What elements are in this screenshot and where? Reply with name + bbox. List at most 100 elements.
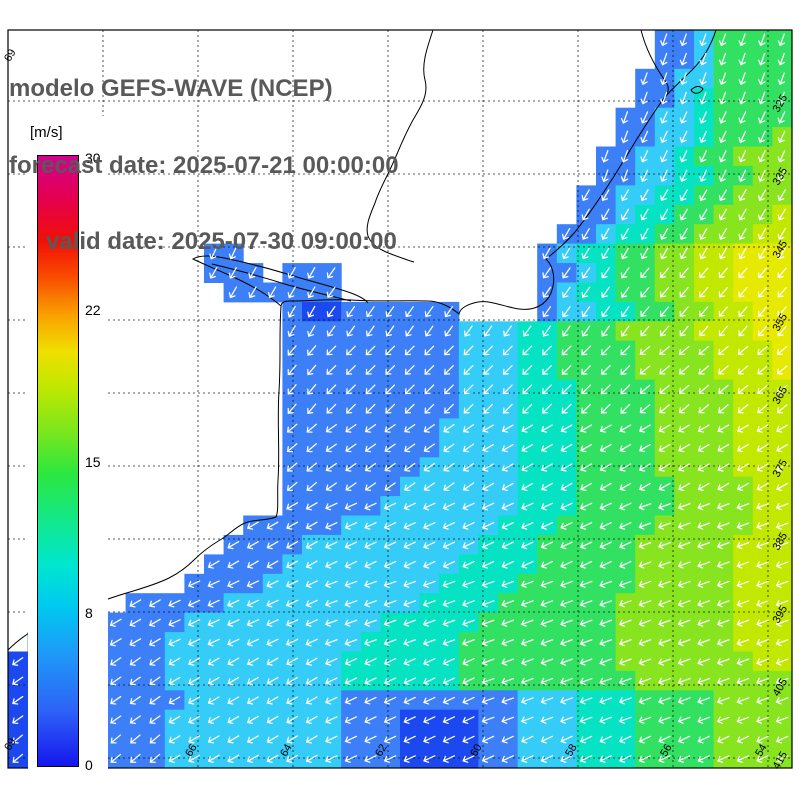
wave-direction-arrow <box>385 384 396 395</box>
wave-direction-arrow <box>344 580 358 588</box>
wave-direction-arrow <box>599 600 613 608</box>
wave-direction-arrow <box>109 618 122 627</box>
wave-direction-arrow <box>149 734 161 744</box>
wave-direction-arrow <box>699 286 709 298</box>
wave-direction-arrow <box>599 658 613 666</box>
wave-direction-arrow <box>266 580 279 589</box>
wave-direction-arrow <box>462 735 475 744</box>
wave-direction-arrow <box>520 658 534 666</box>
wave-direction-arrow <box>187 638 201 647</box>
wave-direction-arrow <box>560 755 573 763</box>
wave-direction-arrow <box>246 735 259 744</box>
wave-direction-arrow <box>462 580 475 588</box>
wave-direction-arrow <box>501 560 514 569</box>
wave-direction-arrow <box>738 267 748 279</box>
wave-direction-arrow <box>758 208 767 221</box>
wave-direction-arrow <box>717 755 730 763</box>
wave-direction-arrow <box>777 111 786 124</box>
wave-direction-arrow <box>188 657 201 666</box>
wave-direction-arrow <box>758 228 767 240</box>
wave-direction-arrow <box>364 600 377 608</box>
wave-direction-arrow <box>560 638 573 647</box>
wave-direction-arrow <box>285 599 299 608</box>
wave-direction-arrow <box>638 482 651 491</box>
wave-direction-arrow <box>699 52 707 66</box>
wave-direction-arrow <box>129 676 141 686</box>
wave-direction-arrow <box>520 716 534 724</box>
wave-direction-arrow <box>325 716 338 724</box>
wave-direction-arrow <box>502 384 513 395</box>
wave-direction-arrow <box>129 715 141 725</box>
wave-direction-arrow <box>521 424 534 433</box>
wave-direction-arrow <box>540 619 554 627</box>
wave-direction-arrow <box>307 286 316 299</box>
coastline-path <box>366 30 434 263</box>
wave-direction-arrow <box>246 715 259 724</box>
wave-direction-arrow <box>638 600 652 608</box>
wave-direction-arrow <box>618 619 632 627</box>
wave-direction-arrow <box>188 676 201 686</box>
wave-direction-arrow <box>325 502 338 511</box>
wave-direction-arrow <box>501 697 515 705</box>
wave-direction-arrow <box>581 306 591 318</box>
wave-direction-arrow <box>404 403 415 414</box>
wave-direction-arrow <box>424 365 435 375</box>
forecast-date: forecast date: 2025-07-21 00:00:00 <box>9 151 399 179</box>
wave-direction-arrow <box>286 521 299 530</box>
wave-direction-arrow <box>344 522 358 530</box>
wave-direction-arrow <box>364 424 377 433</box>
wave-direction-arrow <box>659 325 670 337</box>
wave-direction-arrow <box>188 735 201 744</box>
wave-direction-arrow <box>305 676 318 686</box>
wave-direction-arrow <box>599 619 613 627</box>
longitude-tick-label: 66 <box>183 742 200 759</box>
wave-direction-arrow <box>326 403 337 414</box>
wave-direction-arrow <box>442 619 456 627</box>
wave-direction-arrow <box>777 306 787 317</box>
wave-direction-arrow <box>658 619 671 627</box>
wave-direction-arrow <box>599 443 612 453</box>
wave-direction-arrow <box>581 189 590 202</box>
wave-direction-arrow <box>677 600 691 608</box>
wave-direction-arrow <box>638 580 652 588</box>
wave-direction-arrow <box>560 600 573 608</box>
wave-direction-arrow <box>777 247 786 260</box>
wave-direction-arrow <box>422 580 436 588</box>
wave-direction-arrow <box>364 462 377 472</box>
wave-direction-arrow <box>403 522 416 530</box>
wave-direction-arrow <box>383 560 397 569</box>
wave-direction-arrow <box>579 735 593 744</box>
wave-direction-arrow <box>718 150 727 163</box>
wave-direction-arrow <box>168 696 181 705</box>
wave-direction-arrow <box>481 580 495 588</box>
wave-direction-arrow <box>640 228 649 240</box>
wave-direction-arrow <box>600 365 611 375</box>
wave-direction-arrow <box>561 403 572 414</box>
wave-direction-arrow <box>758 72 766 86</box>
wave-direction-arrow <box>677 735 691 744</box>
wave-direction-arrow <box>385 325 395 337</box>
wave-direction-arrow <box>344 716 358 724</box>
wave-direction-arrow <box>639 384 651 394</box>
wave-direction-arrow <box>520 677 534 686</box>
wave-direction-arrow <box>677 755 691 763</box>
wave-direction-arrow <box>699 33 707 47</box>
wave-direction-arrow <box>599 638 613 647</box>
wave-direction-arrow <box>403 580 417 588</box>
wave-direction-arrow <box>697 463 710 472</box>
wave-direction-arrow <box>540 580 554 588</box>
wave-direction-arrow <box>679 150 688 163</box>
wave-direction-arrow <box>698 404 710 414</box>
wave-direction-arrow <box>716 541 730 550</box>
wave-direction-arrow <box>324 600 338 608</box>
wave-direction-arrow <box>678 404 690 414</box>
wave-direction-arrow <box>383 677 397 686</box>
wave-direction-arrow <box>697 755 710 763</box>
wave-direction-arrow <box>599 560 612 569</box>
wave-direction-arrow <box>266 735 279 744</box>
wave-direction-arrow <box>658 443 671 453</box>
wave-direction-arrow <box>561 384 572 395</box>
wave-direction-arrow <box>307 325 316 338</box>
wave-direction-arrow <box>560 716 573 724</box>
colorbar-panel: [m/s] 30 22 15 8 0 <box>28 116 108 778</box>
